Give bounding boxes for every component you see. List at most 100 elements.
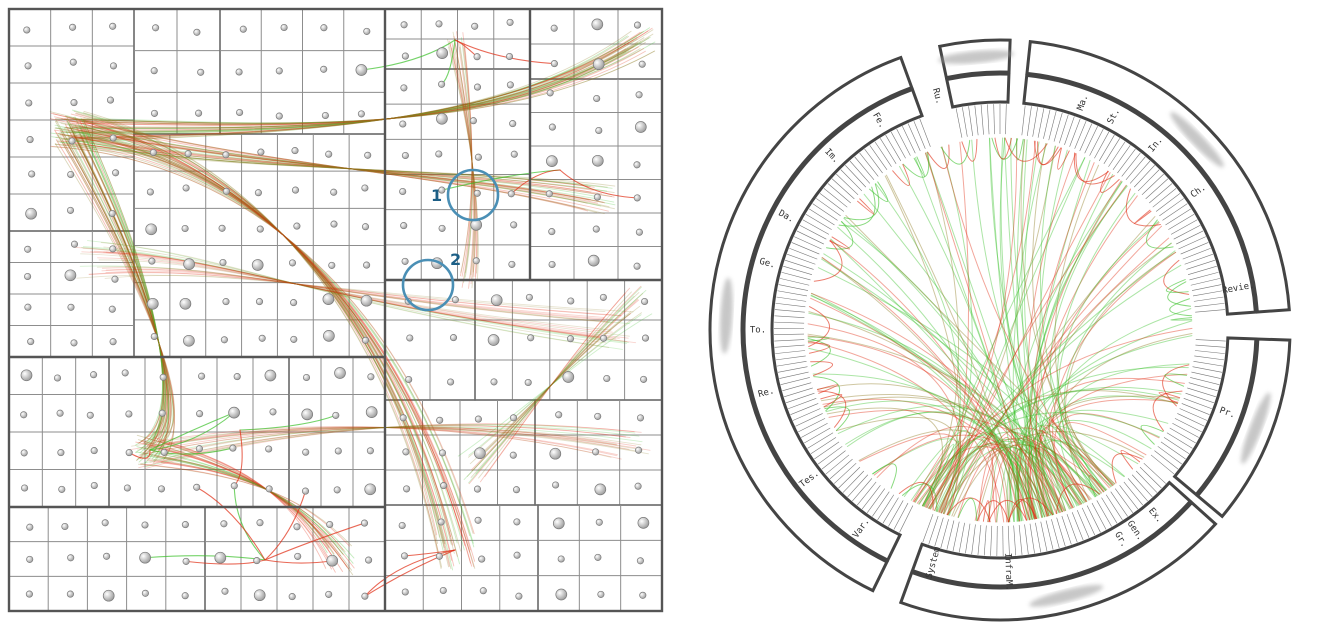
treemap-edge: [150, 427, 630, 452]
radial-label: To.: [750, 326, 766, 336]
radial-leaf-tick: [1195, 344, 1226, 348]
treemap-edge: [57, 141, 613, 189]
treemap-node: [301, 487, 310, 495]
radial-edge: [1021, 139, 1054, 516]
radial-label: Re.: [757, 386, 775, 400]
treemap-node: [399, 120, 407, 128]
radial-leaf-tick: [864, 148, 883, 174]
treemap-node: [509, 451, 517, 459]
radial-edge: [846, 411, 1049, 517]
treemap-edge: [76, 126, 166, 454]
treemap-edge: [84, 120, 586, 210]
radial-edge: [927, 144, 950, 169]
treemap-edge: [63, 143, 462, 537]
blurred-label: [1029, 584, 1104, 607]
radial-leaf-tick: [1089, 128, 1104, 156]
radial-edge: [884, 175, 962, 516]
treemap-node: [436, 47, 449, 59]
radial-leaf-tick: [1192, 290, 1223, 297]
radial-label: Ge.: [758, 257, 776, 271]
treemap-node: [235, 68, 243, 76]
treemap-edge: [454, 39, 555, 65]
radial-edge: [838, 186, 876, 227]
treemap-edge: [66, 48, 644, 125]
radial-leaf-tick: [810, 437, 837, 455]
radial-edge: [1020, 448, 1058, 517]
treemap-edge: [239, 414, 337, 431]
treemap-node: [302, 373, 311, 382]
treemap-node: [510, 150, 518, 158]
blurred-label: [720, 277, 733, 354]
treemap-edge: [460, 47, 473, 273]
treemap-edge: [69, 132, 168, 448]
treemap-node: [293, 222, 301, 230]
radial-leaf-tick: [1152, 188, 1177, 208]
radial-edge: [976, 500, 1010, 523]
radial-leaf-tick: [1105, 494, 1123, 521]
treemap-edge: [54, 50, 656, 124]
treemap-node: [510, 221, 518, 229]
treemap-edge: [51, 146, 474, 534]
treemap-edge: [65, 118, 170, 462]
treemap-frame: [7, 7, 664, 613]
treemap-node: [256, 225, 264, 233]
radial-leaf-tick: [879, 138, 897, 164]
treemap-edge: [65, 124, 170, 456]
radial-leaf-tick: [1098, 134, 1115, 162]
treemap-node: [364, 151, 372, 159]
radial-leaf-tick: [1061, 515, 1072, 545]
radial-leaf-tick: [955, 108, 963, 138]
radial-edge: [1167, 281, 1192, 307]
treemap-edge: [56, 29, 654, 141]
radial-edge: [825, 400, 1046, 518]
radial-edge: [1030, 424, 1125, 516]
radial-edge: [1023, 141, 1083, 505]
radial-edge: [837, 405, 1060, 514]
treemap-node: [214, 551, 227, 564]
radial-leaf-tick: [779, 371, 809, 379]
treemap-node: [633, 161, 641, 169]
treemap-edge: [55, 120, 615, 210]
treemap-node: [363, 261, 371, 269]
treemap-edge: [80, 136, 164, 444]
radial-leaf-tick: [1086, 505, 1101, 533]
treemap-node: [109, 338, 117, 346]
treemap-node: [360, 294, 373, 307]
treemap-node: [603, 374, 611, 383]
treemap-edge: [69, 31, 641, 139]
treemap-edge: [457, 313, 653, 457]
treemap-edge: [75, 46, 635, 126]
treemap-edge: [451, 42, 476, 278]
treemap-node: [595, 518, 603, 526]
treemap-edge: [82, 247, 628, 343]
radial-leaf-tick: [874, 141, 892, 167]
treemap-node: [550, 60, 558, 68]
treemap-edge: [72, 119, 453, 561]
treemap-node: [123, 484, 131, 492]
treemap-node: [364, 483, 377, 496]
treemap-node: [593, 193, 601, 201]
radial-leaf-tick: [890, 131, 906, 159]
radial-edge: [808, 311, 1065, 512]
treemap-node: [635, 228, 643, 236]
treemap-node: [567, 297, 575, 305]
treemap-node: [193, 28, 201, 36]
radial-edge: [924, 432, 1033, 520]
treemap-edge: [88, 272, 622, 316]
treemap-node: [108, 209, 116, 218]
radial-edge: [929, 438, 1097, 510]
radial-leaf-tick: [888, 500, 904, 527]
treemap-node: [594, 412, 602, 420]
treemap-edge: [54, 130, 175, 450]
treemap-edge: [83, 51, 627, 124]
treemap-node: [361, 336, 370, 344]
treemap-node: [23, 26, 31, 34]
radial-leaf-tick: [842, 470, 865, 493]
treemap-edge: [57, 27, 653, 143]
treemap-edge: [62, 138, 608, 192]
radial-leaf-tick: [1191, 284, 1222, 291]
treemap-edge: [74, 124, 166, 456]
radial-leaf-tick: [791, 242, 820, 255]
treemap-node: [435, 150, 443, 158]
treemap-edge: [65, 140, 170, 440]
